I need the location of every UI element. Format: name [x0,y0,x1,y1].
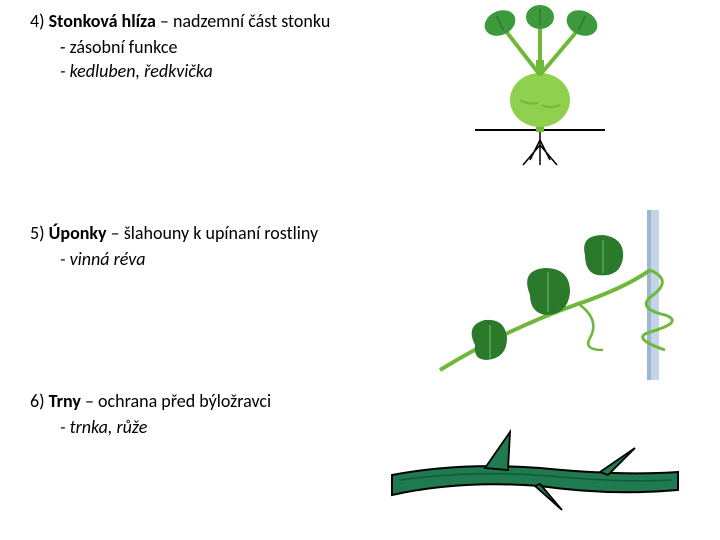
section-5-rest: – šlahouny k upínaní rostliny [107,222,319,244]
section-6-num: 6) [30,390,45,412]
illustration-tuber [450,5,630,175]
section-4-rest: – nadzemní část stonku [156,10,330,32]
section-6-rest: – ochrana před býložravci [81,390,271,412]
section-5-num: 5) [30,222,45,244]
section-4-num: 4) [30,10,45,32]
illustration-tendrils [435,210,695,380]
section-5-bold: Úponky [49,222,107,244]
section-6-title: 6) Trny – ochrana před býložravci [30,390,690,412]
section-4-bold: Stonková hlíza [49,10,156,32]
illustration-thorns [390,420,680,515]
section-6-bold: Trny [49,390,81,412]
